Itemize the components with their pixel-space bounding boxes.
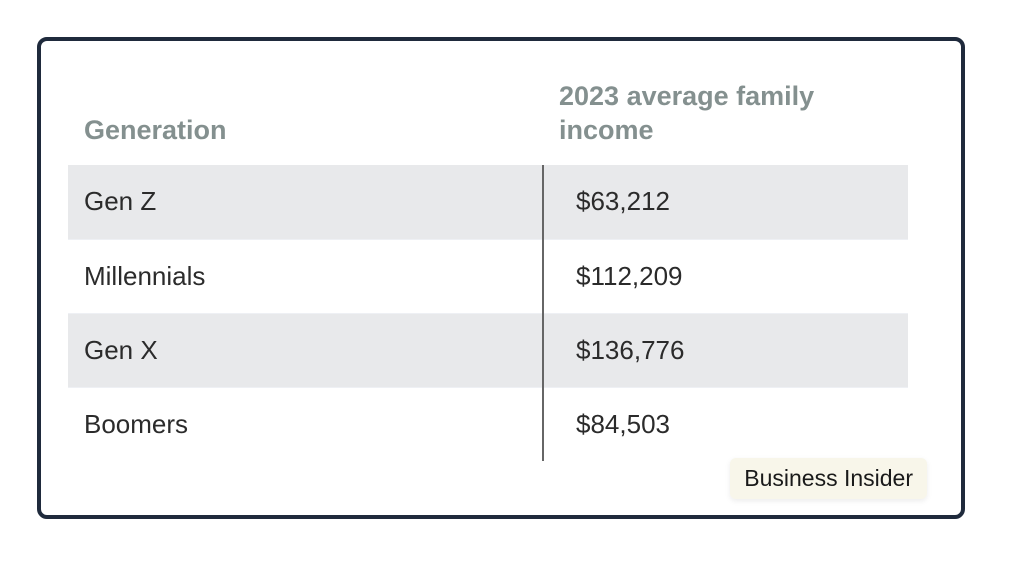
income-table: Generation 2023 average family income Ge… <box>68 79 908 461</box>
income-cell: $112,209 <box>542 239 908 314</box>
column-header-income: 2023 average family income <box>559 81 815 145</box>
table-row: Gen X $136,776 <box>68 313 908 388</box>
source-badge: Business Insider <box>730 458 927 499</box>
column-header-generation: Generation <box>84 115 227 145</box>
generation-cell: Gen Z <box>68 165 543 240</box>
chart-frame: Generation 2023 average family income Ge… <box>37 37 965 519</box>
generation-cell: Boomers <box>84 408 189 439</box>
generation-cell: Gen X <box>68 313 543 388</box>
table-row: Millennials $112,209 <box>68 239 908 314</box>
income-cell: $84,503 <box>542 387 908 461</box>
income-cell: $136,776 <box>542 313 908 388</box>
income-cell: $63,212 <box>542 165 908 240</box>
generation-cell: Millennials <box>68 239 543 314</box>
table-row: Boomers $84,503 <box>68 387 908 461</box>
table-header-row: Generation 2023 average family income <box>68 79 908 165</box>
table-row: Gen Z $63,212 <box>68 165 908 240</box>
